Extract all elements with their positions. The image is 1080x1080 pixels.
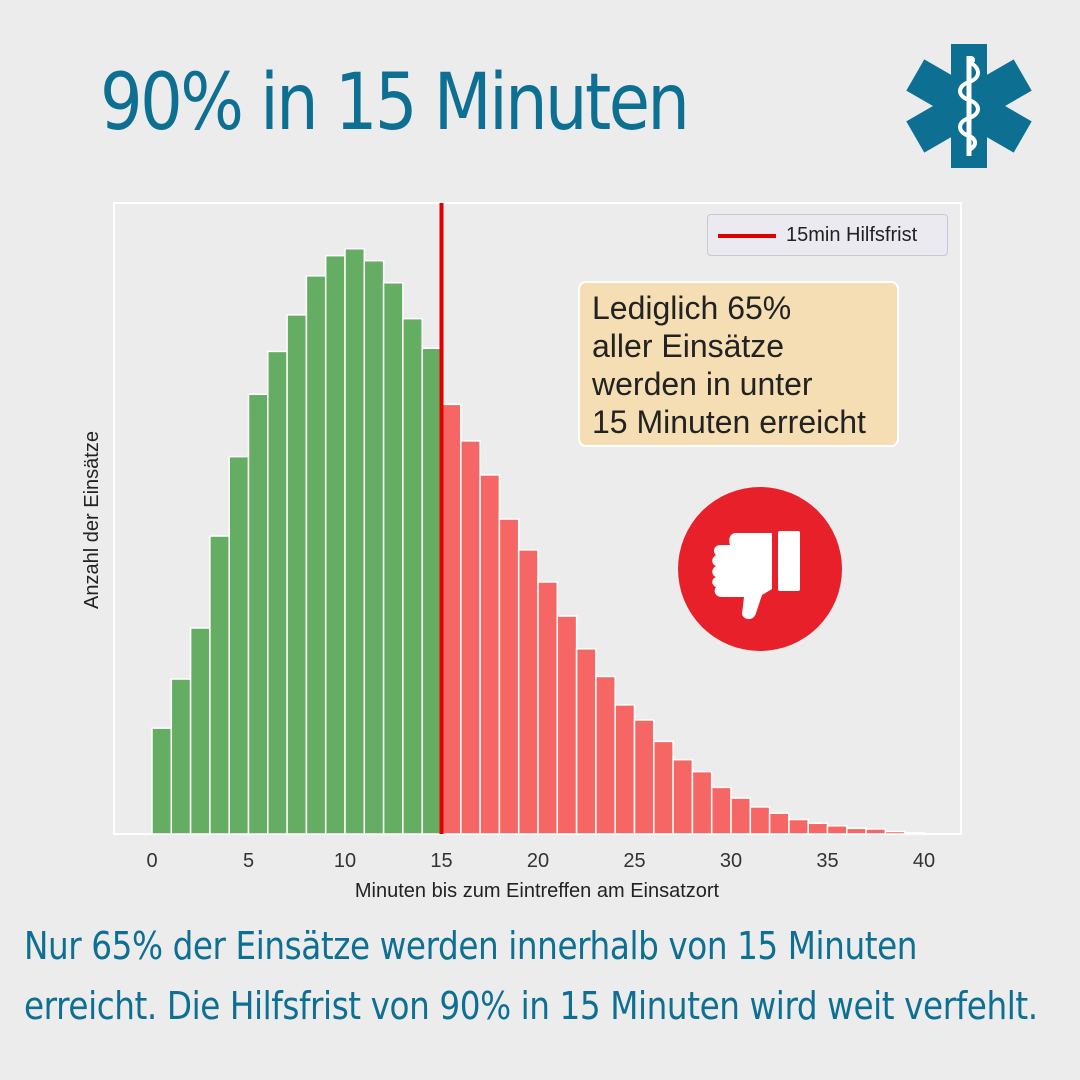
- histogram-bar: [247, 393, 269, 835]
- x-tick-label: 40: [913, 850, 935, 872]
- annotation-box: Lediglich 65% aller Einsätze werden in u…: [578, 281, 899, 447]
- histogram-bar: [826, 825, 848, 835]
- histogram-bar: [691, 770, 713, 835]
- legend-line-swatch: [718, 234, 776, 238]
- caption-line: Nur 65% der Einsätze werden innerhalb vo…: [24, 924, 918, 968]
- histogram-bar: [768, 812, 790, 835]
- bars-group: [151, 247, 925, 835]
- histogram-bar: [363, 259, 385, 835]
- histogram-bar: [498, 518, 520, 835]
- x-axis-label: Minuten bis zum Eintreffen am Einsatzort: [355, 880, 720, 902]
- x-tick-label: 0: [146, 850, 157, 872]
- histogram-bar: [151, 727, 173, 835]
- caption-line: erreicht. Die Hilfsfrist von 90% in 15 M…: [24, 984, 1038, 1028]
- thumbs-down-icon: [712, 531, 800, 620]
- chart-legend: 15min Hilfsfrist: [707, 214, 948, 256]
- histogram-bar: [209, 535, 230, 835]
- histogram-bar: [537, 581, 559, 835]
- histogram-bar: [402, 317, 423, 835]
- histogram-bar: [884, 830, 906, 835]
- x-tick-label: 15: [430, 850, 452, 872]
- histogram-bar: [865, 828, 887, 835]
- histogram-bar: [807, 822, 829, 835]
- histogram-bar: [633, 719, 655, 835]
- x-tick-label: 5: [243, 850, 254, 872]
- histogram-bar: [710, 786, 732, 835]
- histogram-bar: [344, 247, 366, 835]
- histogram-bar: [730, 797, 752, 835]
- histogram-bar: [267, 350, 288, 835]
- legend-label: 15min Hilfsfrist: [786, 224, 918, 246]
- histogram-bar: [788, 818, 809, 835]
- x-tick-label: 10: [334, 850, 356, 872]
- histogram-bar: [460, 440, 481, 835]
- x-tick-label: 35: [816, 850, 838, 872]
- histogram-bar: [421, 347, 443, 835]
- histogram-bar: [846, 827, 867, 835]
- histogram-bar: [382, 282, 404, 835]
- histogram-bar: [228, 455, 250, 835]
- star-of-life-icon: [906, 44, 1032, 168]
- histogram-bar: [305, 275, 327, 835]
- annotation-line: 15 Minuten erreicht: [592, 404, 866, 440]
- histogram-bar: [672, 758, 694, 835]
- annotation-line: aller Einsätze: [592, 328, 785, 364]
- histogram-bar: [595, 675, 616, 835]
- histogram-bar: [556, 615, 578, 835]
- caption: Nur 65% der Einsätze werden innerhalb vo…: [24, 916, 1056, 1036]
- histogram-bar: [324, 254, 346, 835]
- thumbs-down-badge: [678, 487, 842, 651]
- histogram-bar: [189, 627, 211, 835]
- y-axis-label: Anzahl der Einsätze: [81, 431, 103, 609]
- annotation-line: Lediglich 65%: [592, 290, 792, 326]
- x-ticks-group: 0 5 10 15 20 25 30 35 40: [146, 850, 935, 872]
- histogram-bar: [479, 474, 501, 835]
- x-tick-label: 30: [720, 850, 742, 872]
- page-title: 90% in 15 Minuten: [100, 58, 690, 148]
- annotation-line: werden in unter: [592, 366, 813, 402]
- x-tick-label: 20: [527, 850, 549, 872]
- histogram-bar: [575, 648, 597, 835]
- histogram-bar: [440, 403, 462, 835]
- histogram-bar: [517, 549, 539, 835]
- histogram-bar: [286, 314, 308, 835]
- histogram-bar: [749, 806, 771, 835]
- histogram-bar: [170, 678, 192, 835]
- histogram-bar: [614, 704, 636, 835]
- histogram-bar: [903, 831, 925, 835]
- histogram-bar: [653, 740, 674, 835]
- x-tick-label: 25: [623, 850, 645, 872]
